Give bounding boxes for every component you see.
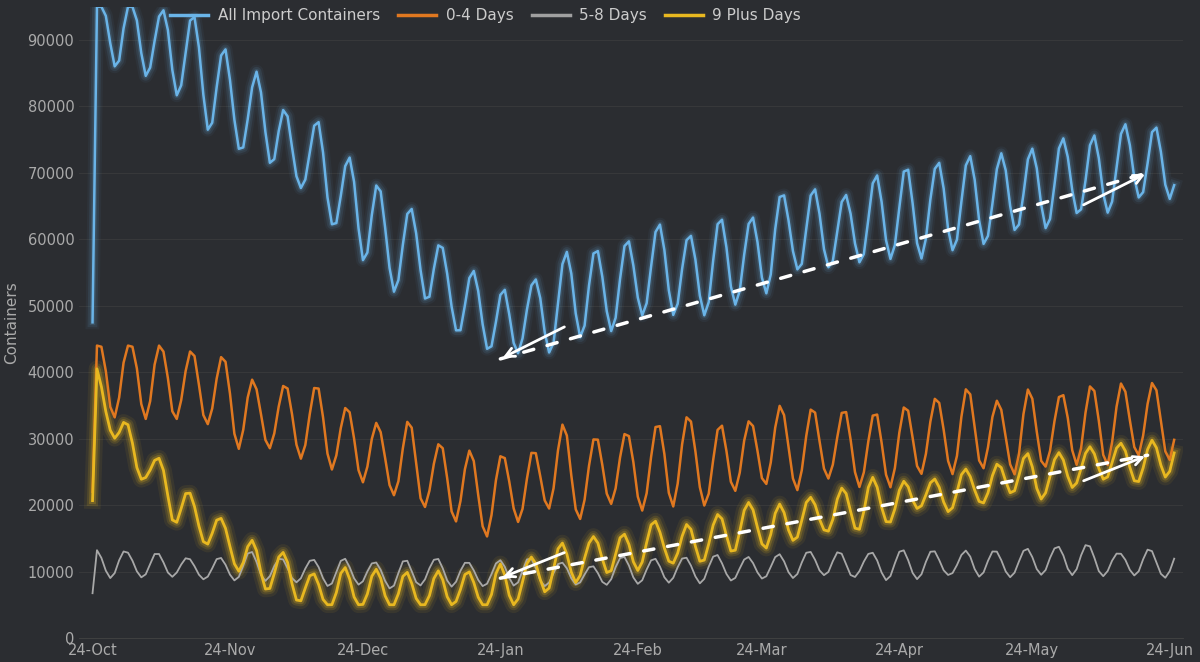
Y-axis label: Containers: Containers bbox=[4, 281, 19, 363]
Legend: All Import Containers, 0-4 Days, 5-8 Days, 9 Plus Days: All Import Containers, 0-4 Days, 5-8 Day… bbox=[164, 2, 808, 29]
